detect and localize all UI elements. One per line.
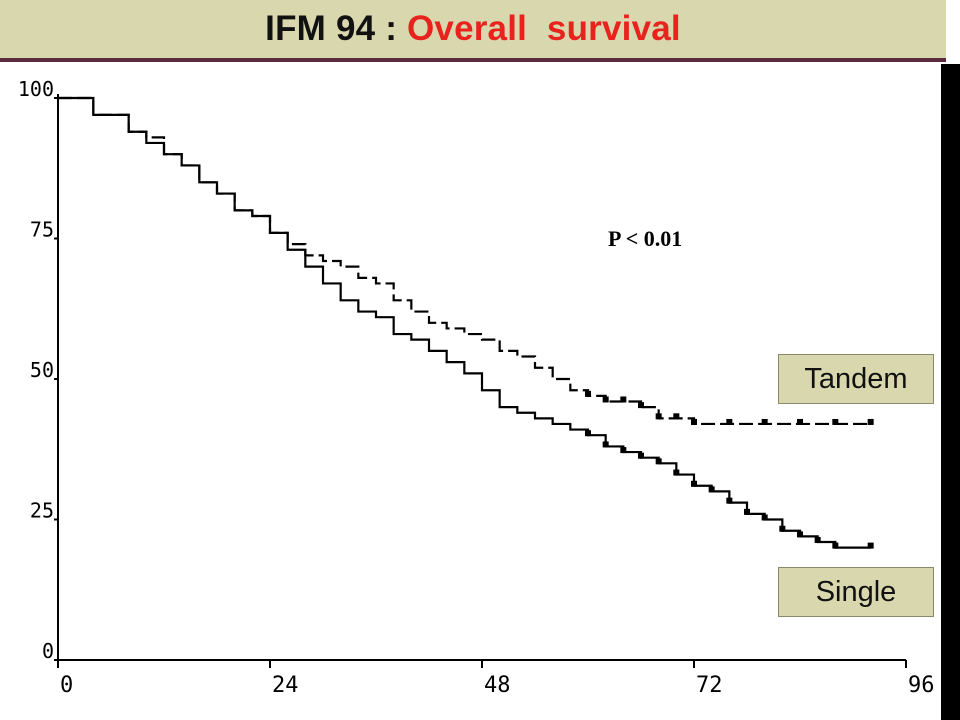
curve-single	[58, 96, 871, 549]
x-tick-label-0: 0	[60, 673, 73, 698]
censor-mark-single	[691, 480, 697, 487]
censor-mark-single	[655, 458, 662, 465]
slide-title: IFM 94 : Overall survival	[0, 0, 946, 62]
x-tick-label-96: 96	[908, 673, 935, 698]
censor-mark-single	[726, 497, 733, 504]
p-value-annotation: P < 0.01	[608, 226, 683, 251]
curve-tandem	[58, 96, 871, 426]
legend-tandem-label: Tandem	[804, 362, 908, 395]
title-prefix: IFM 94 :	[265, 9, 407, 48]
censor-mark-tandem	[673, 413, 680, 420]
censor-mark-single	[744, 508, 750, 515]
y-tick-label-75: 75	[30, 218, 54, 242]
censor-mark-single	[673, 469, 680, 476]
censor-mark-tandem	[638, 402, 644, 409]
censor-mark-single	[602, 441, 609, 448]
title-highlight: Overall survival	[406, 9, 681, 48]
censor-mark-single	[814, 536, 821, 543]
y-tick-label-25: 25	[30, 499, 54, 523]
chart-ticks: 0 25 50 75 100 0 24 48 72 96	[18, 77, 935, 698]
censor-mark-single	[832, 542, 839, 549]
censor-mark-tandem	[797, 418, 803, 425]
censor-mark-tandem	[832, 418, 839, 425]
censor-mark-single	[867, 542, 874, 549]
censor-mark-single	[638, 452, 644, 459]
legend-single: Single	[778, 567, 934, 617]
x-tick-label-48: 48	[484, 673, 511, 698]
censor-mark-tandem	[602, 396, 609, 403]
censor-mark-single	[585, 430, 591, 437]
y-tick-label-100: 100	[18, 77, 54, 101]
censor-mark-single	[708, 486, 715, 493]
censor-mark-single	[620, 447, 627, 454]
censor-mark-single	[797, 531, 803, 538]
censor-mark-tandem	[867, 418, 874, 425]
y-tick-label-50: 50	[30, 358, 54, 382]
legend-single-label: Single	[815, 575, 897, 608]
censor-mark-tandem	[726, 418, 733, 425]
censor-mark-tandem	[655, 413, 662, 420]
x-tick-label-24: 24	[272, 673, 299, 698]
chart-curves	[58, 96, 874, 549]
right-edge-bar	[941, 64, 960, 720]
censor-mark-tandem	[691, 418, 697, 425]
censor-mark-single	[761, 514, 768, 521]
censor-mark-single	[779, 525, 786, 532]
legend-tandem: Tandem	[778, 354, 934, 404]
x-tick-label-72: 72	[696, 673, 723, 698]
censor-mark-tandem	[620, 396, 627, 403]
survival-chart: 0 25 50 75 100 0 24 48 72 96	[18, 77, 935, 698]
censor-mark-tandem	[761, 418, 768, 425]
y-tick-label-0: 0	[42, 639, 54, 663]
censor-mark-tandem	[585, 390, 591, 397]
